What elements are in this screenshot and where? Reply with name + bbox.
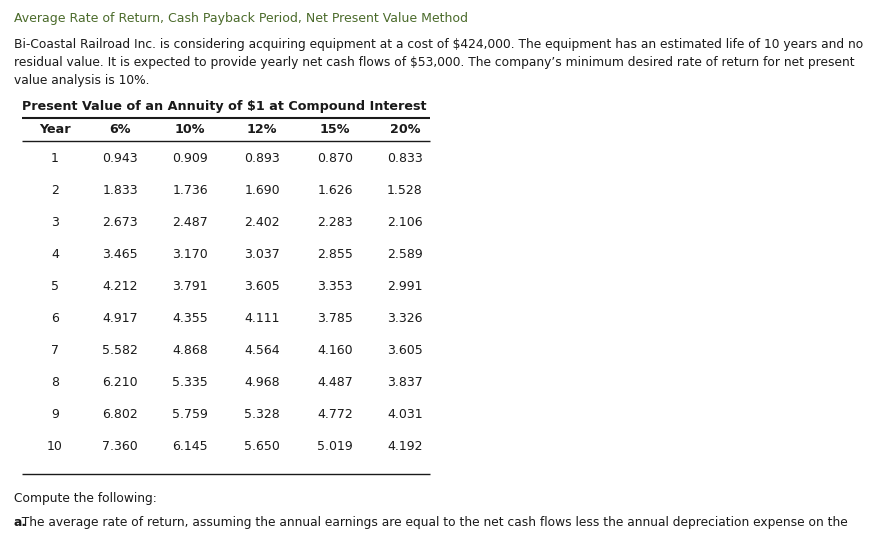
- Text: 1.833: 1.833: [103, 184, 138, 197]
- Text: 4.968: 4.968: [244, 376, 280, 389]
- Text: 0.833: 0.833: [387, 152, 423, 165]
- Text: 4.772: 4.772: [317, 408, 353, 421]
- Text: 6.210: 6.210: [103, 376, 138, 389]
- Text: a.: a.: [14, 516, 27, 529]
- Text: 1.528: 1.528: [387, 184, 423, 197]
- Text: 4.031: 4.031: [387, 408, 423, 421]
- Text: 2.402: 2.402: [244, 216, 280, 229]
- Text: 0.909: 0.909: [172, 152, 208, 165]
- Text: 1.626: 1.626: [317, 184, 353, 197]
- Text: 5.759: 5.759: [172, 408, 208, 421]
- Text: 1.736: 1.736: [172, 184, 208, 197]
- Text: 2: 2: [51, 184, 59, 197]
- Text: 2.673: 2.673: [103, 216, 138, 229]
- Text: 5.582: 5.582: [102, 344, 138, 357]
- Text: 3.037: 3.037: [244, 248, 280, 261]
- Text: 2.283: 2.283: [317, 216, 353, 229]
- Text: 7: 7: [51, 344, 59, 357]
- Text: 6: 6: [51, 312, 59, 325]
- Text: 5.328: 5.328: [244, 408, 280, 421]
- Text: 20%: 20%: [389, 123, 420, 136]
- Text: Compute the following:: Compute the following:: [14, 492, 157, 505]
- Text: 2.487: 2.487: [172, 216, 208, 229]
- Text: 0.943: 0.943: [103, 152, 138, 165]
- Text: 4.355: 4.355: [172, 312, 208, 325]
- Text: 4.487: 4.487: [317, 376, 353, 389]
- Text: 5.019: 5.019: [317, 440, 353, 453]
- Text: 7.360: 7.360: [102, 440, 138, 453]
- Text: 4.192: 4.192: [388, 440, 423, 453]
- Text: 0.893: 0.893: [244, 152, 280, 165]
- Text: 1.690: 1.690: [244, 184, 280, 197]
- Text: 2.106: 2.106: [387, 216, 423, 229]
- Text: 2.855: 2.855: [317, 248, 353, 261]
- Text: 4.111: 4.111: [245, 312, 280, 325]
- Text: 3.465: 3.465: [103, 248, 138, 261]
- Text: 4: 4: [51, 248, 59, 261]
- Text: value analysis is 10%.: value analysis is 10%.: [14, 74, 149, 87]
- Text: 3.326: 3.326: [388, 312, 423, 325]
- Text: 5.650: 5.650: [244, 440, 280, 453]
- Text: 3: 3: [51, 216, 59, 229]
- Text: Year: Year: [39, 123, 71, 136]
- Text: 6%: 6%: [110, 123, 131, 136]
- Text: 3.791: 3.791: [172, 280, 208, 293]
- Text: 10: 10: [47, 440, 63, 453]
- Text: 9: 9: [51, 408, 59, 421]
- Text: 5.335: 5.335: [172, 376, 208, 389]
- Text: Average Rate of Return, Cash Payback Period, Net Present Value Method: Average Rate of Return, Cash Payback Per…: [14, 12, 468, 25]
- Text: 15%: 15%: [320, 123, 350, 136]
- Text: 3.605: 3.605: [244, 280, 280, 293]
- Text: 0.870: 0.870: [317, 152, 353, 165]
- Text: 4.917: 4.917: [103, 312, 138, 325]
- Text: 2.589: 2.589: [387, 248, 423, 261]
- Text: 4.160: 4.160: [317, 344, 353, 357]
- Text: 3.605: 3.605: [387, 344, 423, 357]
- Text: residual value. It is expected to provide yearly net cash flows of $53,000. The : residual value. It is expected to provid…: [14, 56, 854, 69]
- Text: 6.145: 6.145: [172, 440, 208, 453]
- Text: 4.868: 4.868: [172, 344, 208, 357]
- Text: 1: 1: [51, 152, 59, 165]
- Text: 2.991: 2.991: [388, 280, 423, 293]
- Text: 8: 8: [51, 376, 59, 389]
- Text: 3.837: 3.837: [387, 376, 423, 389]
- Text: 5: 5: [51, 280, 59, 293]
- Text: 3.785: 3.785: [317, 312, 353, 325]
- Text: 4.564: 4.564: [244, 344, 280, 357]
- Text: 12%: 12%: [246, 123, 277, 136]
- Text: The average rate of return, assuming the annual earnings are equal to the net ca: The average rate of return, assuming the…: [14, 516, 848, 529]
- Text: 3.353: 3.353: [317, 280, 353, 293]
- Text: 4.212: 4.212: [103, 280, 138, 293]
- Text: 3.170: 3.170: [172, 248, 208, 261]
- Text: 10%: 10%: [175, 123, 205, 136]
- Text: 6.802: 6.802: [102, 408, 138, 421]
- Text: Present Value of an Annuity of $1 at Compound Interest: Present Value of an Annuity of $1 at Com…: [22, 100, 426, 113]
- Text: Bi-Coastal Railroad Inc. is considering acquiring equipment at a cost of $424,00: Bi-Coastal Railroad Inc. is considering …: [14, 38, 863, 51]
